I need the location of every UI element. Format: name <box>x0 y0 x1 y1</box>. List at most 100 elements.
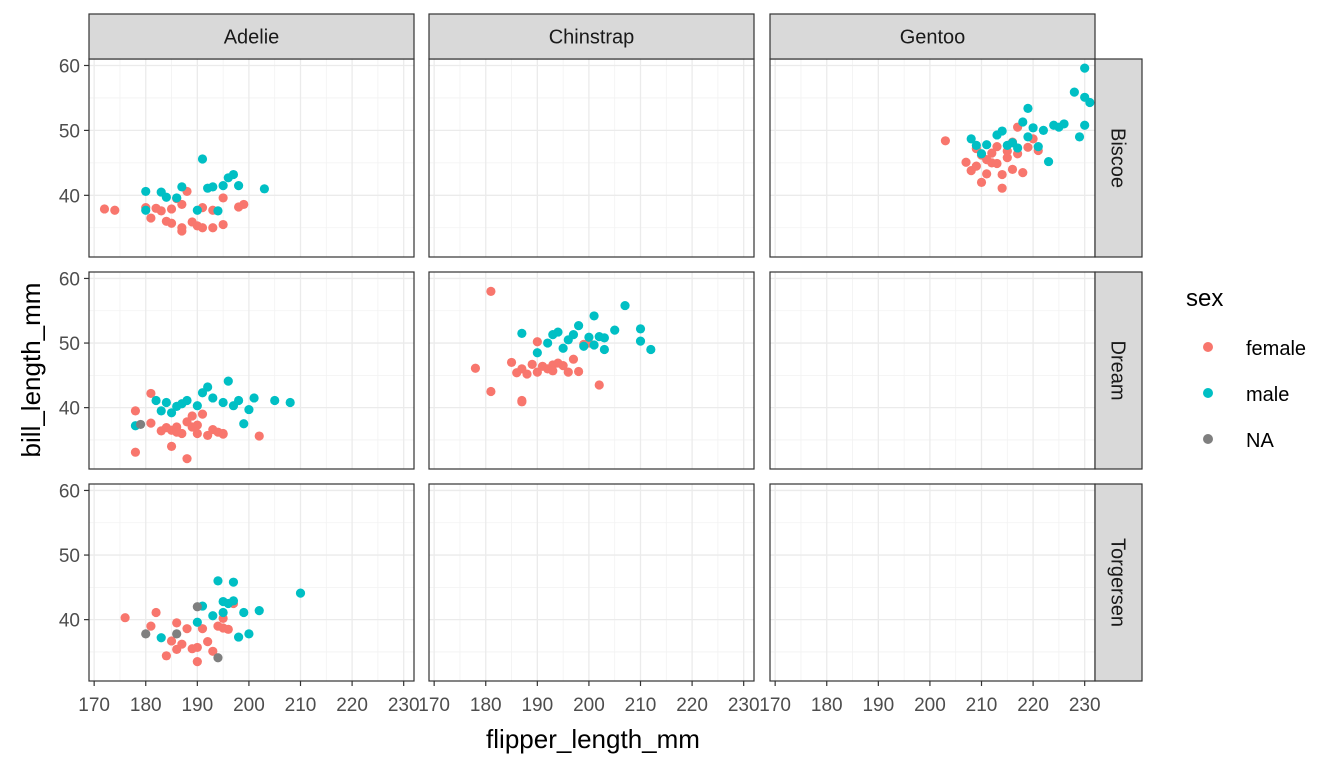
panel-gentoo-dream <box>769 271 1096 470</box>
panel-background <box>89 59 414 257</box>
point-female <box>940 136 950 146</box>
strip-dream: Dream <box>1094 271 1143 470</box>
point-male <box>579 341 589 351</box>
point-male <box>213 206 223 216</box>
legend: sex female male NA <box>1186 285 1306 452</box>
panel-chinstrap-dream <box>428 271 755 470</box>
point-male <box>218 180 228 191</box>
point-male <box>172 193 182 203</box>
point-female <box>177 223 187 233</box>
point-male <box>166 408 177 418</box>
point-female <box>558 361 568 371</box>
x-tick-label: 220 <box>336 695 368 716</box>
point-male <box>218 607 228 618</box>
strip-gentoo: Gentoo <box>769 13 1096 60</box>
point-male <box>620 300 630 311</box>
point-female <box>182 454 192 464</box>
legend-entry-female: female <box>1203 338 1306 360</box>
point-male <box>976 149 987 159</box>
point-male <box>249 393 259 403</box>
x-tick-label: 230 <box>388 695 420 716</box>
point-female <box>151 607 161 618</box>
legend-label: male <box>1246 384 1289 406</box>
point-female <box>527 359 537 369</box>
point-female <box>1007 164 1018 174</box>
point-female <box>218 193 228 203</box>
point-male <box>1085 97 1095 108</box>
point-female <box>197 409 208 419</box>
point-male <box>192 617 202 627</box>
panel-background <box>429 484 754 681</box>
point-female <box>146 418 156 428</box>
point-male <box>228 577 239 587</box>
point-female <box>239 199 249 210</box>
point-na <box>192 602 202 612</box>
point-female <box>146 388 156 399</box>
panel-gentoo-torgersen <box>769 483 1096 682</box>
point-male <box>1059 119 1069 129</box>
point-female <box>997 183 1007 193</box>
strip-background <box>1094 271 1143 470</box>
point-female <box>187 411 197 421</box>
point-male <box>161 397 171 408</box>
point-female <box>192 642 202 653</box>
point-female <box>254 431 264 441</box>
point-male <box>635 324 646 334</box>
point-female <box>1023 142 1033 152</box>
strip-label: Adelie <box>224 27 280 49</box>
point-male <box>1080 63 1090 73</box>
x-tick-label: 190 <box>521 695 553 716</box>
point-male <box>228 169 239 180</box>
strip-label: Torgersen <box>1107 538 1129 627</box>
point-female <box>192 657 202 667</box>
y-tick-label: 40 <box>59 611 80 632</box>
point-female <box>486 386 496 397</box>
point-female <box>130 447 141 457</box>
point-female <box>110 205 120 215</box>
point-male <box>161 192 171 202</box>
point-female <box>517 397 527 407</box>
point-female <box>182 624 192 634</box>
points <box>99 154 269 236</box>
point-male <box>589 340 599 350</box>
point-male <box>259 184 269 194</box>
points <box>130 376 295 464</box>
point-male <box>208 182 218 192</box>
point-female <box>208 646 218 656</box>
point-female <box>961 157 971 167</box>
panel-background <box>89 484 414 681</box>
point-female <box>120 613 130 623</box>
legend-label: female <box>1246 338 1306 360</box>
panel-background <box>429 59 754 257</box>
y-tick-label: 60 <box>59 481 80 502</box>
point-male <box>234 632 244 642</box>
point-female <box>161 651 171 661</box>
point-male <box>197 154 208 164</box>
y-tick-label: 40 <box>59 186 80 207</box>
point-female <box>594 380 604 390</box>
point-female <box>1002 153 1012 163</box>
legend-key <box>1203 342 1213 352</box>
legend-entry-male: male <box>1203 384 1289 406</box>
point-male <box>568 330 579 340</box>
x-tick-label: 230 <box>1069 695 1101 716</box>
panel-border <box>428 271 755 470</box>
point-female <box>99 204 110 214</box>
points <box>940 63 1095 193</box>
point-female <box>208 223 218 233</box>
point-male <box>141 186 151 197</box>
strip-background <box>88 13 415 60</box>
point-male <box>156 633 166 643</box>
point-na <box>141 629 151 639</box>
point-female <box>156 206 166 216</box>
strip-label: Biscoe <box>1107 128 1129 188</box>
point-male <box>584 332 594 342</box>
points <box>470 286 656 407</box>
point-male <box>1023 132 1033 142</box>
x-tick-label: 180 <box>470 695 502 716</box>
point-female <box>223 624 233 634</box>
strip-torgersen: Torgersen <box>1094 483 1143 682</box>
points <box>120 576 306 667</box>
x-tick-label: 170 <box>418 695 450 716</box>
y-tick-label: 60 <box>59 269 80 290</box>
